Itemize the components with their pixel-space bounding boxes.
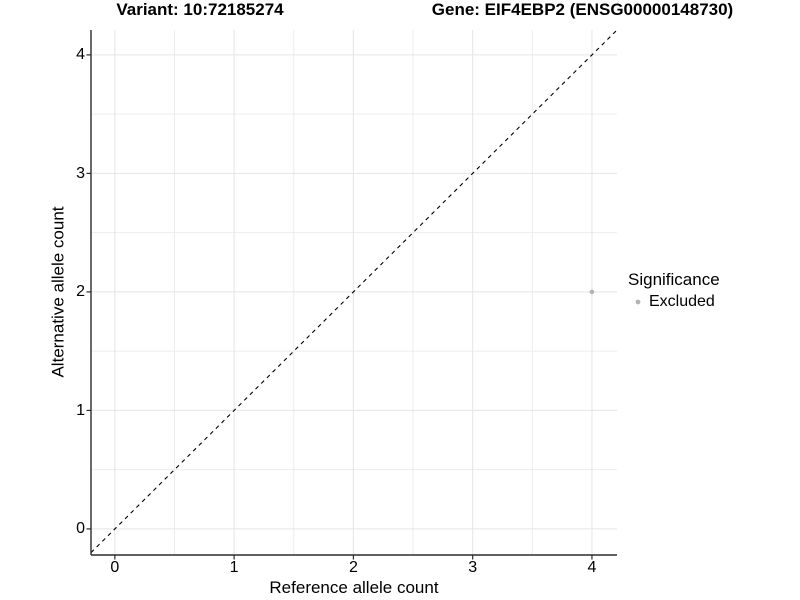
y-tick-label: 2 [76,283,85,301]
legend-entry-label: Excluded [649,293,715,310]
x-tick-label: 0 [110,559,120,576]
identity-line [90,29,618,554]
x-tick-label: 2 [348,559,358,576]
plot-title-variant: Variant: 10:72185274 [116,0,284,19]
legend-title: Significance [628,270,720,289]
x-axis-label: Reference allele count [269,578,439,597]
legend-point-icon [635,299,641,305]
legend-entry: Excluded [628,293,720,311]
y-tick-label: 0 [76,520,85,538]
x-tick-label: 3 [468,559,478,576]
legend: Significance Excluded [628,270,720,311]
y-axis-label: Alternative allele count [48,206,68,378]
y-tick-label: 1 [76,401,85,419]
y-tick-label: 3 [76,164,85,182]
y-tick-label: 4 [76,46,85,64]
x-tick-label: 1 [229,559,239,576]
x-tick-label: 4 [587,559,597,576]
data-point [589,289,595,295]
plot-title-gene: Gene: EIF4EBP2 (ENSG00000148730) [431,0,734,19]
